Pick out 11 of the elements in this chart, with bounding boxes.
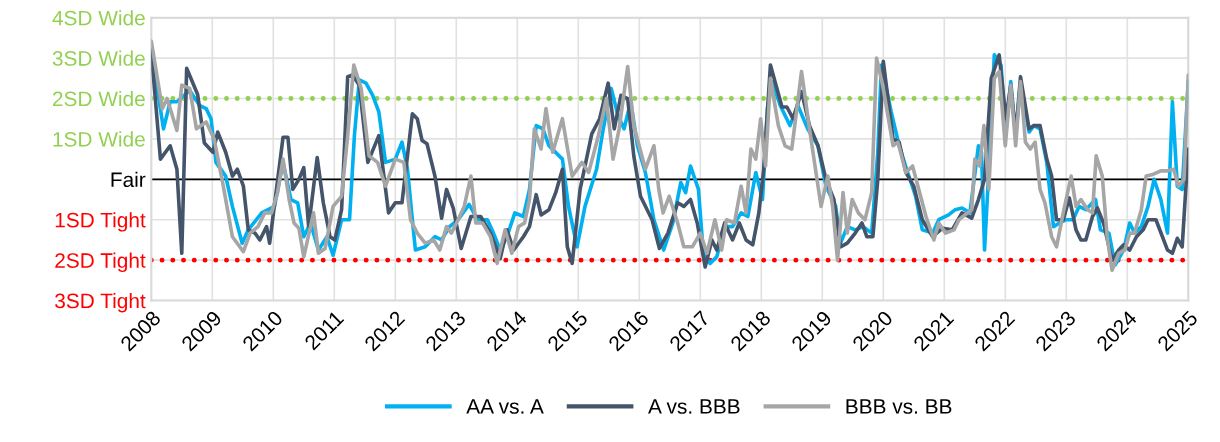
y-tick-label: 2SD Tight: [55, 252, 146, 273]
y-tick-label: 2SD Wide: [52, 90, 145, 107]
y-tick-label: 1SD Wide: [53, 131, 145, 147]
y-tick-label: 3SD Wide: [52, 50, 145, 66]
legend-label: BBB vs. BB: [846, 399, 952, 414]
y-tick-label: 1SD Tight: [55, 212, 146, 232]
y-tick-label: 3SD Tight: [55, 293, 146, 313]
legend-label: A vs. BBB: [648, 399, 740, 414]
y-tick-label: Fair: [111, 171, 146, 188]
y-tick-label: 4SD Wide: [52, 10, 145, 26]
legend-label: AA vs. A: [466, 399, 544, 414]
